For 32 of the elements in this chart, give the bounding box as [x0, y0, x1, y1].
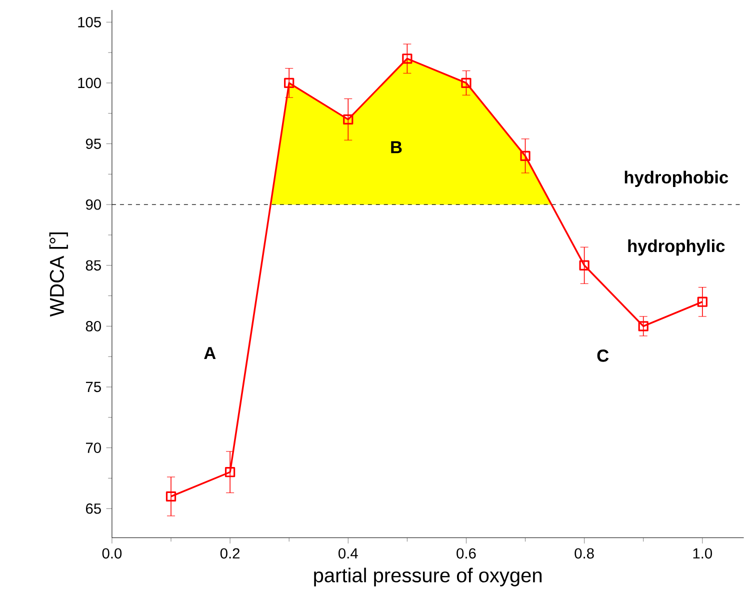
- point: [697, 296, 708, 308]
- x-tick-label: 0.2: [220, 548, 240, 559]
- x-axis-title: partial pressure of oxygen: [314, 568, 542, 586]
- x-tick-label: 1.0: [693, 548, 712, 559]
- annotation: C: [597, 350, 609, 362]
- point: [343, 114, 354, 125]
- annotation: B: [391, 141, 402, 154]
- x-tick-label: 0.8: [574, 548, 594, 559]
- annotation: A: [204, 347, 216, 360]
- y-tick-label: 85: [86, 260, 101, 271]
- point: [520, 150, 530, 162]
- x-tick-label: 0.0: [102, 548, 122, 559]
- y-tick-label: 100: [78, 78, 101, 88]
- y-axis-title: WDCA [°]: [49, 232, 68, 317]
- y-tick-label: 105: [78, 17, 101, 28]
- point: [461, 78, 472, 88]
- point: [579, 260, 590, 271]
- x-tick-label: 0.4: [338, 548, 358, 559]
- y-tick-label: 80: [86, 321, 101, 332]
- x-tick-label: 0.6: [456, 548, 476, 559]
- point: [284, 78, 294, 88]
- y-tick-label: 65: [86, 504, 101, 514]
- point: [638, 321, 648, 332]
- point: [402, 54, 412, 64]
- y-tick-label: 70: [86, 442, 101, 454]
- y-tick-label: 95: [86, 138, 101, 150]
- point: [166, 491, 176, 502]
- y-tick-label: 75: [86, 382, 101, 392]
- annotation: hydrophobic: [624, 170, 728, 188]
- point: [224, 467, 236, 478]
- y-tick-label: 90: [86, 200, 101, 210]
- annotation: hydrophylic: [628, 240, 725, 256]
